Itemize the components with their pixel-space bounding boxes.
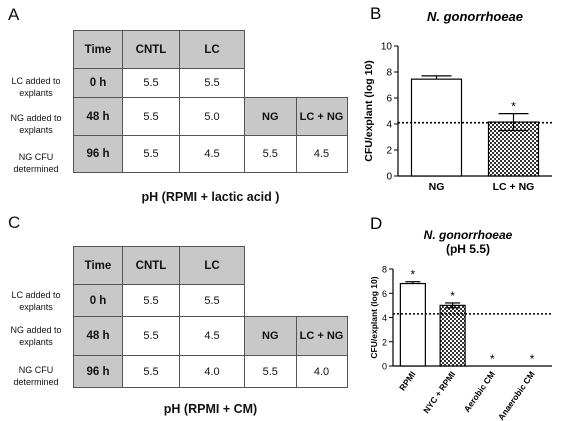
panel-d-significance-star: * (411, 268, 416, 282)
time-cell: 96 h (73, 355, 123, 388)
lc-ng-value: 4.0 (295, 355, 348, 388)
cntl-header: CNTL (122, 246, 180, 285)
ng-value: 5.5 (244, 135, 297, 173)
panel-d-significance-star: * (450, 289, 455, 303)
lc-value: 5.0 (179, 97, 245, 136)
lc-header: LC (179, 246, 245, 285)
panel-b-y-tick-label: 2 (386, 146, 392, 157)
panel-d-y-axis-label: CFU/explant (log 10) (369, 276, 379, 358)
lc-ng-header: LC + NG (295, 97, 348, 136)
panel-b-y-tick-label: 6 (386, 94, 392, 105)
time-cell: 96 h (73, 135, 123, 173)
panel-d-significance-star: * (530, 352, 535, 366)
panel-a-ph-table: Time CNTL LC 0 h 5.5 5.5 48 h 5.5 5.0 NG… (73, 30, 348, 173)
panel-b-bar (410, 78, 463, 177)
panel-b-title: N. gonorrhoeae (427, 9, 523, 24)
cntl-value: 5.5 (122, 316, 180, 356)
panel-d-significance-star: * (490, 352, 495, 366)
ng-header: NG (244, 316, 297, 356)
panel-c-ph-table: Time CNTL LC 0 h 5.5 5.5 48 h 5.5 4.5 NG… (73, 246, 348, 388)
panel-a-caption: pH (RPMI + lactic acid ) (141, 190, 280, 204)
panel-d-x-tick-label: NYC + RPMI (421, 369, 457, 415)
row-label-cfu-determined: NG CFU determined (13, 152, 59, 174)
panel-d-y-tick-label: 4 (382, 313, 387, 323)
lc-value: 4.5 (179, 316, 245, 356)
panel-b-significance-star: * (511, 100, 516, 114)
lc-value: 4.0 (179, 355, 245, 388)
cntl-value: 5.5 (122, 68, 180, 98)
panel-d-x-tick-label: Aerobic CM (462, 369, 497, 413)
panel-b-x-tick-label: NG (429, 181, 445, 193)
panel-d-subtitle: (pH 5.5) (446, 242, 490, 256)
panel-d-letter: D (370, 214, 382, 233)
cntl-header: CNTL (122, 30, 180, 69)
panel-c-letter: C (8, 213, 21, 232)
cntl-value: 5.5 (122, 135, 180, 173)
lc-header: LC (179, 30, 245, 69)
lc-value: 4.5 (179, 135, 245, 173)
row-label-lc-added: LC added to explants (11, 290, 61, 312)
row-label-lc-added: LC added to explants (11, 76, 61, 98)
time-cell: 0 h (73, 68, 123, 98)
panel-d-y-tick-label: 8 (382, 265, 387, 275)
panel-c-caption: pH (RPMI + CM) (163, 402, 258, 416)
panel-b-y-axis-label: CFU/explant (log 10) (363, 60, 375, 162)
cntl-value: 5.5 (122, 284, 180, 317)
panel-d-bar (399, 282, 426, 367)
panel-b-y-tick-label: 10 (381, 42, 393, 53)
row-label-ng-added: NG added to explants (10, 113, 62, 135)
cntl-value: 5.5 (122, 97, 180, 136)
cntl-value: 5.5 (122, 355, 180, 388)
panel-b-letter: B (370, 4, 381, 23)
ng-header: NG (244, 97, 297, 136)
time-cell: 48 h (73, 316, 123, 356)
panel-d-x-tick-label: Anaerobic CM (496, 369, 537, 421)
panel-a-letter: A (8, 5, 20, 24)
panel-b-y-tick-label: 8 (386, 68, 392, 79)
panel-d-title: N. gonorrhoeae (424, 228, 513, 242)
panel-b-x-tick-label: LC + NG (493, 181, 535, 193)
row-label-ng-added: NG added to explants (10, 325, 62, 347)
lc-value: 5.5 (179, 68, 245, 98)
panel-d-y-tick-label: 0 (382, 362, 387, 372)
panel-b-y-tick-label: 0 (386, 172, 392, 183)
row-label-cfu-determined: NG CFU determined (13, 365, 59, 387)
lc-ng-value: 4.5 (295, 135, 348, 173)
panel-d-x-tick-label: RPMI (397, 369, 417, 392)
lc-value: 5.5 (179, 284, 245, 317)
panel-d-y-tick-label: 6 (382, 289, 387, 299)
ng-value: 5.5 (244, 355, 297, 388)
panel-d-y-tick-label: 2 (382, 337, 387, 347)
time-header: Time (73, 30, 123, 69)
time-header: Time (73, 246, 123, 285)
lc-ng-header: LC + NG (295, 316, 348, 356)
panel-b-y-tick-label: 4 (386, 120, 392, 131)
